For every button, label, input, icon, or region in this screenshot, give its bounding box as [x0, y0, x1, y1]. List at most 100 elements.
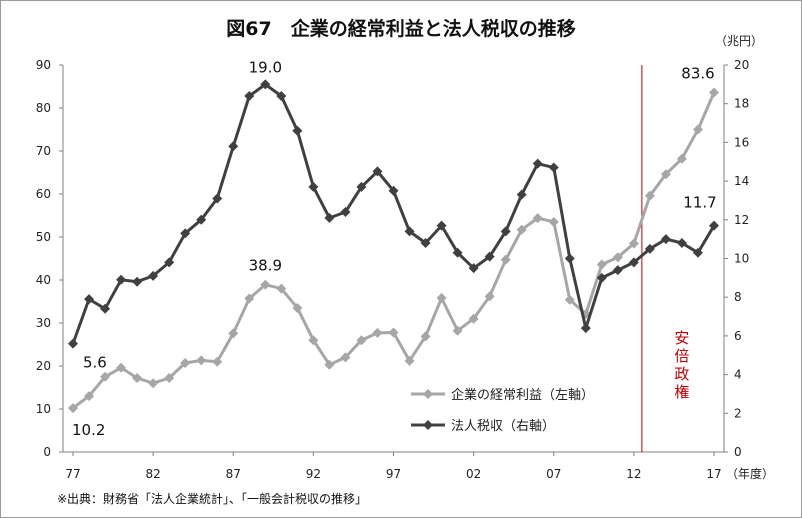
- right-tick-label: 10: [734, 252, 749, 266]
- left-tick-label: 80: [36, 101, 51, 115]
- x-tick-label: 87: [226, 467, 241, 481]
- series-point-0: [196, 355, 207, 366]
- left-tick-label: 30: [36, 316, 51, 330]
- right-tick-label: 18: [734, 97, 749, 111]
- series-point-0: [164, 373, 175, 384]
- x-tick-label: 02: [466, 467, 481, 481]
- value-label: 38.9: [249, 257, 282, 275]
- right-tick-label: 14: [734, 174, 749, 188]
- series-point-1: [308, 181, 319, 192]
- series-point-1: [260, 79, 271, 90]
- series-point-1: [532, 158, 543, 169]
- series-point-0: [68, 403, 78, 414]
- x-axis-unit: （年度）: [726, 466, 774, 481]
- series-point-0: [308, 335, 319, 346]
- right-tick-label: 0: [734, 445, 742, 459]
- left-tick-label: 0: [43, 445, 51, 459]
- series-point-0: [116, 362, 127, 373]
- left-tick-label: 70: [36, 144, 51, 158]
- series-point-1: [84, 294, 95, 305]
- abe-label-char: 政: [674, 365, 689, 383]
- x-tick-label: 12: [626, 467, 641, 481]
- series-point-1: [164, 257, 175, 268]
- series-point-0: [84, 391, 95, 402]
- series-point-1: [692, 247, 703, 258]
- series-point-0: [452, 325, 463, 336]
- series-point-1: [148, 270, 159, 281]
- right-tick-label: 20: [734, 58, 749, 72]
- right-axis-unit: （兆円）: [715, 34, 763, 48]
- series-point-1: [709, 220, 719, 231]
- right-tick-label: 8: [734, 290, 742, 304]
- series-point-0: [516, 224, 527, 235]
- legend-label-1: 法人税収（右軸）: [451, 419, 555, 434]
- series-point-1: [452, 247, 463, 258]
- left-tick-label: 40: [36, 273, 51, 287]
- legend-label-0: 企業の経常利益（左軸）: [451, 387, 594, 403]
- right-tick-label: 4: [734, 368, 742, 382]
- series-line-1: [71, 82, 716, 345]
- series-point-0: [244, 293, 255, 304]
- series-point-1: [500, 226, 511, 237]
- series-point-0: [212, 356, 223, 367]
- series-point-0: [709, 87, 719, 98]
- left-tick-label: 60: [36, 187, 51, 201]
- series-point-1: [660, 234, 671, 245]
- series-point-0: [596, 259, 607, 270]
- value-label: 83.6: [681, 65, 714, 83]
- series-point-0: [340, 352, 351, 363]
- abe-label-char: 安: [674, 329, 689, 347]
- x-tick-label: 92: [306, 467, 321, 481]
- series-point-1: [100, 303, 111, 314]
- series-point-0: [148, 378, 159, 389]
- series-point-0: [500, 254, 511, 265]
- series-point-0: [484, 291, 495, 302]
- series-point-1: [404, 226, 415, 237]
- legend-marker-0: [423, 389, 433, 399]
- series-point-0: [420, 331, 431, 342]
- series-point-0: [180, 357, 191, 368]
- series-point-0: [292, 302, 303, 313]
- left-tick-label: 90: [36, 58, 51, 72]
- series-point-0: [548, 216, 559, 227]
- series-point-1: [228, 141, 239, 152]
- right-tick-label: 6: [734, 329, 742, 343]
- left-tick-label: 10: [36, 402, 51, 416]
- series-point-1: [244, 90, 255, 101]
- value-label: 10.2: [72, 421, 105, 439]
- value-label: 19.0: [249, 58, 282, 76]
- series-point-0: [644, 190, 655, 201]
- value-label: 11.7: [683, 194, 716, 212]
- series-point-1: [612, 265, 623, 276]
- series-point-0: [564, 294, 575, 305]
- right-tick-label: 16: [734, 135, 749, 149]
- series-point-1: [356, 181, 367, 192]
- series-point-1: [468, 263, 479, 274]
- series-point-0: [660, 169, 671, 180]
- series-point-0: [436, 293, 447, 304]
- series-point-1: [276, 90, 287, 101]
- series-point-0: [532, 213, 543, 224]
- series-point-1: [132, 276, 143, 287]
- series-point-0: [676, 153, 687, 164]
- x-tick-label: 07: [546, 467, 561, 481]
- series-point-1: [420, 238, 431, 249]
- source-note: ※出典：財務省「法人企業統計」、「一般会計税収の推移」: [57, 491, 367, 506]
- x-tick-label: 82: [145, 467, 160, 481]
- series-point-1: [628, 257, 639, 268]
- x-tick-label: 77: [65, 467, 80, 481]
- series-point-1: [484, 251, 495, 262]
- series-point-0: [132, 373, 143, 384]
- series-point-0: [692, 124, 703, 135]
- abe-label-char: 権: [674, 383, 689, 401]
- right-tick-label: 2: [734, 406, 742, 420]
- series-point-0: [388, 327, 399, 338]
- chart-title: 図67 企業の経常利益と法人税収の推移: [226, 17, 575, 40]
- series-point-1: [580, 323, 591, 334]
- x-tick-label: 97: [386, 467, 401, 481]
- series-point-0: [228, 328, 239, 339]
- series-point-1: [372, 166, 383, 177]
- series-point-1: [644, 243, 655, 254]
- series-point-1: [548, 162, 559, 173]
